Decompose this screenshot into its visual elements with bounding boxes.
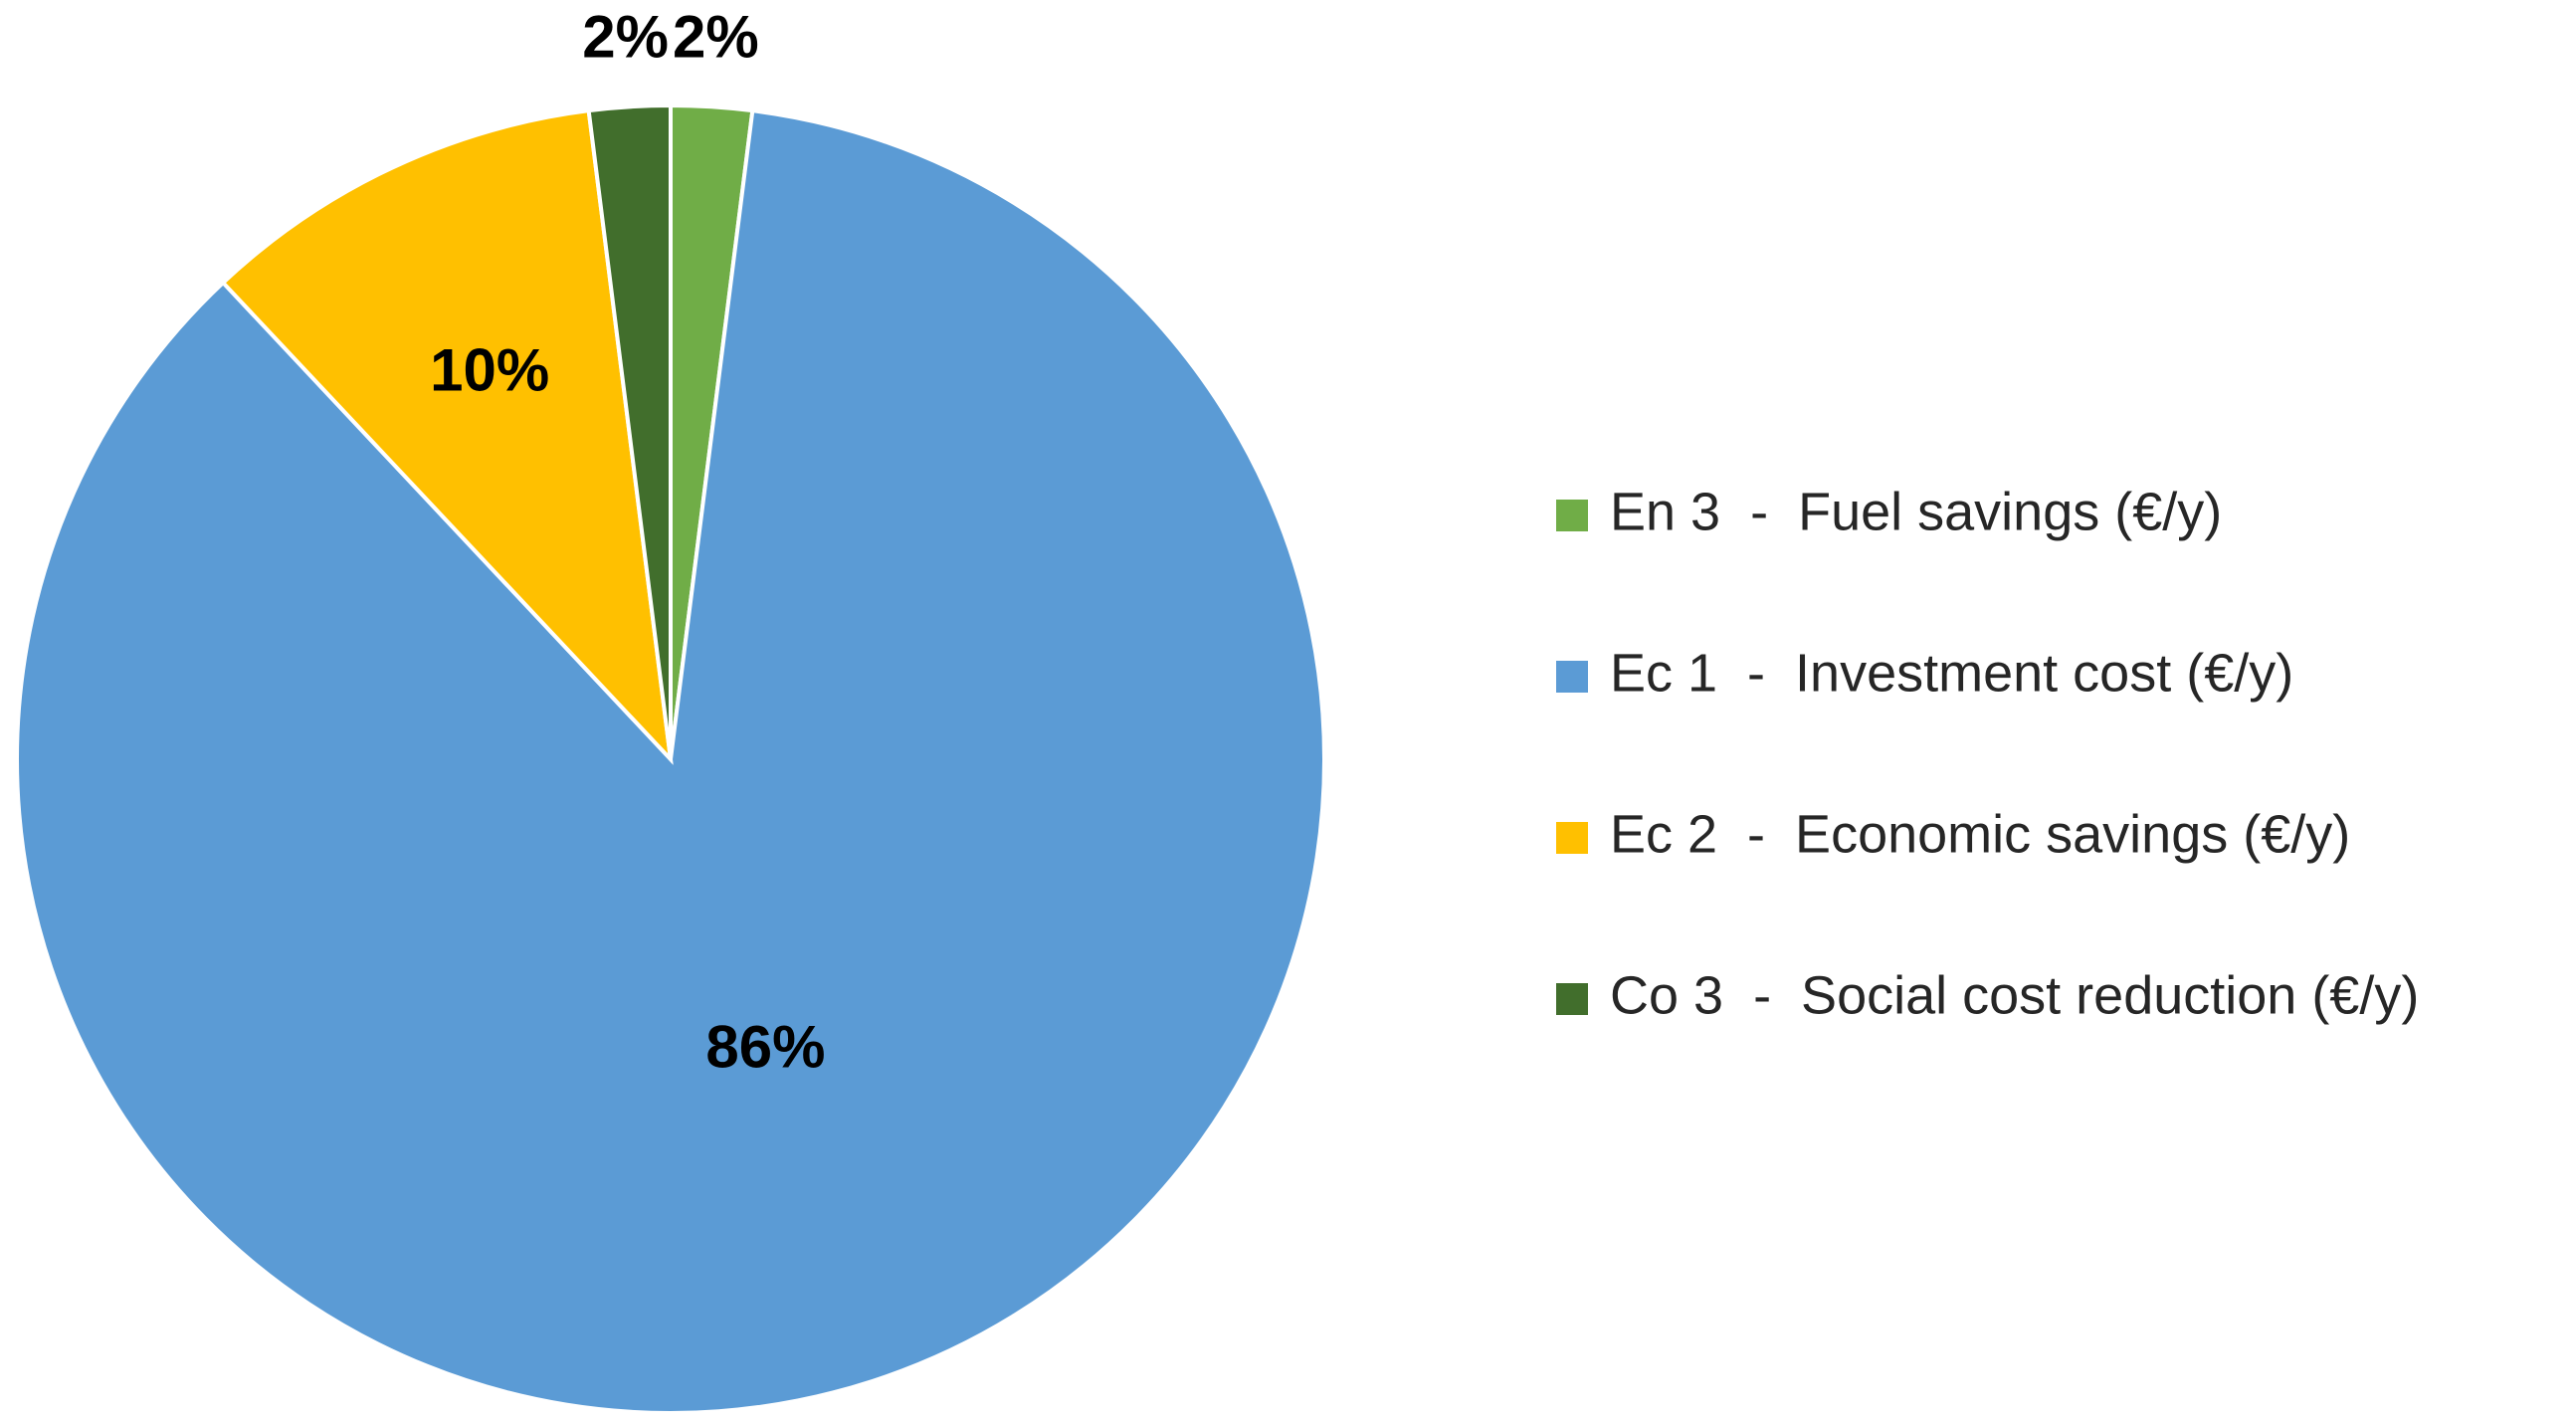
pie-slice — [586, 102, 673, 760]
legend-label: En 3 - Fuel savings (€/y) — [1610, 482, 2222, 541]
legend-label: Ec 2 - Economic savings (€/y) — [1610, 804, 2350, 864]
pie-slice — [220, 107, 674, 765]
legend-swatch — [1556, 822, 1588, 854]
data-label: 86% — [705, 1014, 825, 1081]
data-labels: 2% 86% 10% 2% — [430, 4, 825, 1081]
legend-label: Ec 1 - Investment cost (€/y) — [1610, 643, 2293, 703]
pie — [15, 102, 1326, 1415]
legend-label: Co 3 - Social cost reduction (€/y) — [1610, 965, 2419, 1025]
data-label: 10% — [430, 336, 549, 403]
legend: En 3 - Fuel savings (€/y) Ec 1 - Investme… — [1556, 482, 2419, 1025]
legend-swatch — [1556, 661, 1588, 693]
data-label: 2% — [673, 4, 759, 71]
legend-swatch — [1556, 983, 1588, 1015]
legend-swatch — [1556, 500, 1588, 531]
data-label: 2% — [582, 4, 669, 71]
